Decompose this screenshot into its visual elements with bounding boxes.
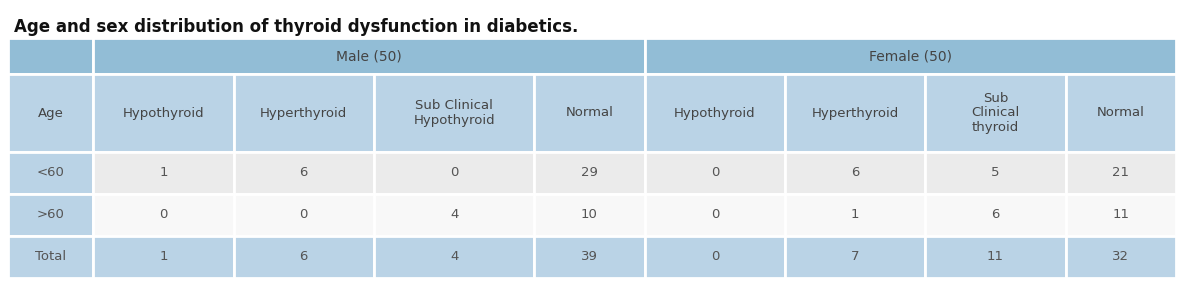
Bar	[374, 194, 534, 236]
Bar	[94, 74, 233, 152]
Bar	[94, 236, 233, 278]
Text: 7: 7	[851, 250, 860, 264]
Text: Female (50): Female (50)	[869, 49, 952, 63]
Bar	[8, 194, 94, 236]
Text: Hyperthyroid: Hyperthyroid	[260, 106, 347, 120]
Bar	[1066, 74, 1176, 152]
Bar	[644, 194, 785, 236]
Bar	[1066, 152, 1176, 194]
Bar	[534, 74, 644, 152]
Text: 1: 1	[159, 250, 168, 264]
Bar	[534, 152, 644, 194]
Text: 5: 5	[991, 167, 999, 180]
Text: 1: 1	[851, 209, 860, 221]
Text: 4: 4	[450, 250, 458, 264]
Text: 32: 32	[1112, 250, 1130, 264]
Bar	[1066, 194, 1176, 236]
Text: <60: <60	[37, 167, 65, 180]
Bar	[8, 38, 94, 74]
Text: 0: 0	[710, 250, 719, 264]
Text: 0: 0	[159, 209, 168, 221]
Text: 0: 0	[710, 167, 719, 180]
Bar	[785, 152, 926, 194]
Text: Total: Total	[36, 250, 66, 264]
Text: 0: 0	[710, 209, 719, 221]
Text: 1: 1	[159, 167, 168, 180]
Text: Age: Age	[38, 106, 64, 120]
Text: 39: 39	[581, 250, 598, 264]
Text: Sub Clinical
Hypothyroid: Sub Clinical Hypothyroid	[413, 99, 495, 127]
Text: 21: 21	[1112, 167, 1130, 180]
Bar	[926, 152, 1066, 194]
Text: 6: 6	[300, 167, 308, 180]
Text: Normal: Normal	[566, 106, 613, 120]
Bar	[534, 236, 644, 278]
Text: 0: 0	[300, 209, 308, 221]
Text: Sub
Clinical
thyroid: Sub Clinical thyroid	[971, 92, 1019, 135]
Bar	[926, 236, 1066, 278]
Bar	[644, 152, 785, 194]
Text: 6: 6	[851, 167, 860, 180]
Bar	[926, 194, 1066, 236]
Text: 6: 6	[300, 250, 308, 264]
Text: 0: 0	[450, 167, 458, 180]
Bar	[374, 74, 534, 152]
Bar	[1066, 236, 1176, 278]
Text: Normal: Normal	[1096, 106, 1145, 120]
Text: 29: 29	[581, 167, 598, 180]
Text: Hyperthyroid: Hyperthyroid	[811, 106, 899, 120]
Bar	[374, 152, 534, 194]
Text: Age and sex distribution of thyroid dysfunction in diabetics.: Age and sex distribution of thyroid dysf…	[14, 18, 578, 36]
Bar	[233, 194, 374, 236]
Bar	[534, 194, 644, 236]
Bar	[785, 74, 926, 152]
Bar	[374, 236, 534, 278]
Bar	[785, 194, 926, 236]
Text: >60: >60	[37, 209, 65, 221]
Bar	[94, 152, 233, 194]
Bar	[644, 236, 785, 278]
Text: 11: 11	[987, 250, 1004, 264]
Bar	[94, 194, 233, 236]
Text: Male (50): Male (50)	[336, 49, 401, 63]
Bar	[233, 152, 374, 194]
Bar	[926, 74, 1066, 152]
Bar	[8, 236, 94, 278]
Text: 4: 4	[450, 209, 458, 221]
Bar	[233, 236, 374, 278]
Text: Hypothyroid: Hypothyroid	[123, 106, 204, 120]
Bar	[785, 236, 926, 278]
Text: Hypothyroid: Hypothyroid	[674, 106, 755, 120]
Bar	[8, 152, 94, 194]
Bar	[8, 74, 94, 152]
Bar	[644, 38, 1176, 74]
Text: 6: 6	[991, 209, 999, 221]
Bar	[644, 74, 785, 152]
Bar	[94, 38, 644, 74]
Text: 10: 10	[581, 209, 598, 221]
Bar	[233, 74, 374, 152]
Text: 11: 11	[1112, 209, 1130, 221]
